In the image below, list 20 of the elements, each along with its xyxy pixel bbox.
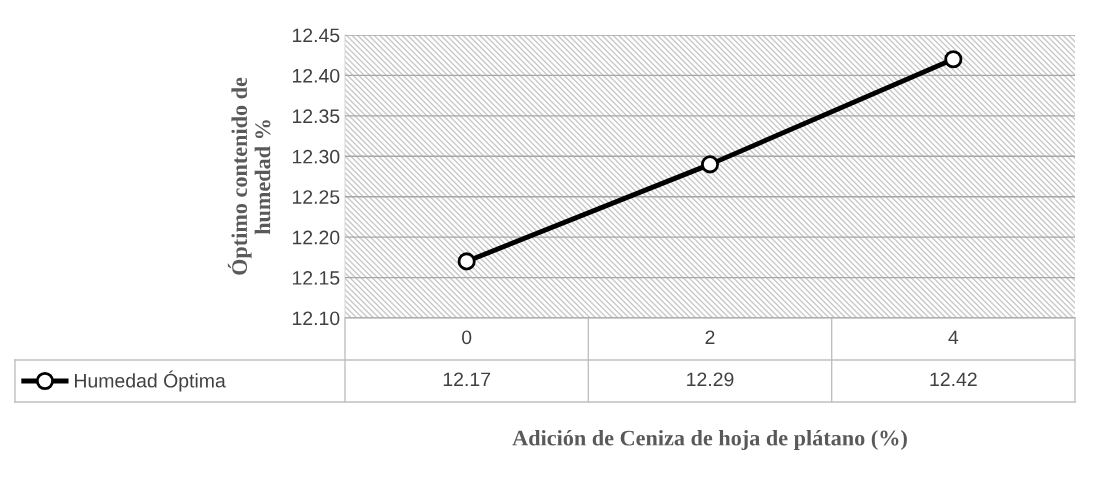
y-tick-label: 12.15 xyxy=(292,271,340,285)
point xyxy=(457,252,476,271)
y-tick-label: 12.30 xyxy=(292,149,340,164)
x-axis-title: Adición de Ceniza de hoja de plátano (%) xyxy=(512,429,907,451)
data-label: 12.29 xyxy=(687,372,734,387)
data-label: 12.17 xyxy=(443,372,491,387)
point xyxy=(700,155,720,174)
x-tick-label: 4 xyxy=(948,330,959,345)
y-tick-label: 12.45 xyxy=(292,28,340,43)
x-tick-label: 0 xyxy=(462,330,472,345)
point xyxy=(944,50,963,69)
y-tick-label: 12.25 xyxy=(292,190,340,204)
y-tick-label: 12.20 xyxy=(292,230,340,245)
y-tick-label: 12.35 xyxy=(292,109,340,124)
y-tick-label: 12.40 xyxy=(292,68,340,83)
y-tick-label: 12.10 xyxy=(292,311,340,326)
data-label: 12.42 xyxy=(930,372,977,387)
y-axis-title: Óptimo contenido de humedad % xyxy=(227,77,271,275)
legend-label: Humedad Óptima xyxy=(75,370,226,392)
x-tick-label: 2 xyxy=(705,330,715,345)
